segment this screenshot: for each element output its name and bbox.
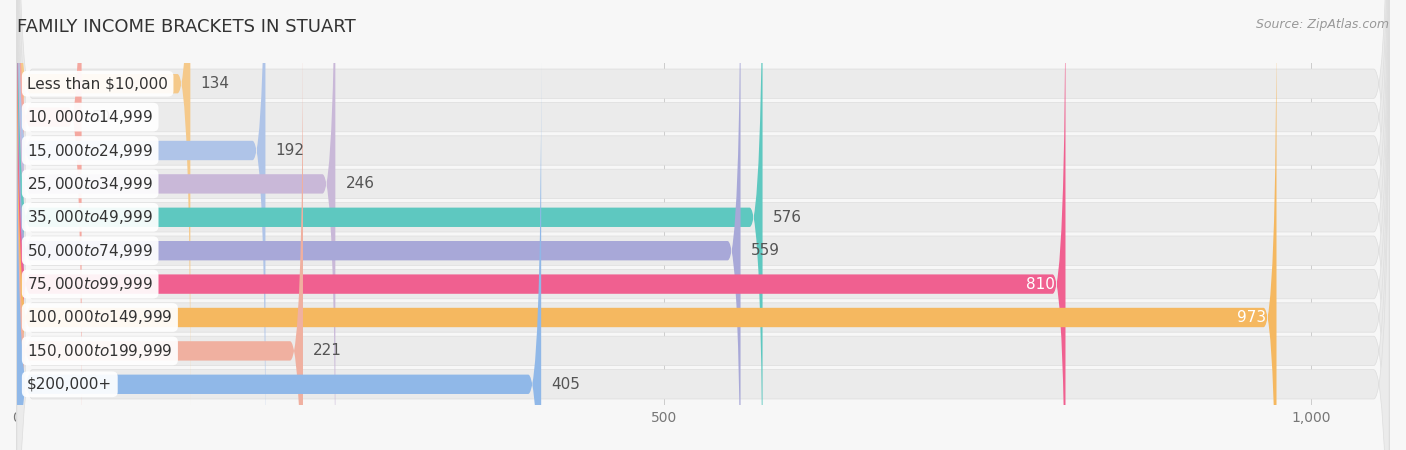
- Text: $35,000 to $49,999: $35,000 to $49,999: [27, 208, 153, 226]
- Text: 221: 221: [314, 343, 342, 358]
- Text: $200,000+: $200,000+: [27, 377, 112, 392]
- Text: Source: ZipAtlas.com: Source: ZipAtlas.com: [1256, 18, 1389, 31]
- FancyBboxPatch shape: [17, 0, 1389, 450]
- FancyBboxPatch shape: [17, 0, 1389, 450]
- FancyBboxPatch shape: [17, 0, 1389, 450]
- Text: 134: 134: [201, 76, 229, 91]
- Text: $15,000 to $24,999: $15,000 to $24,999: [27, 141, 153, 159]
- FancyBboxPatch shape: [17, 0, 82, 441]
- FancyBboxPatch shape: [17, 0, 1389, 450]
- Text: $100,000 to $149,999: $100,000 to $149,999: [27, 309, 173, 327]
- Text: 559: 559: [751, 243, 780, 258]
- Text: 246: 246: [346, 176, 374, 191]
- FancyBboxPatch shape: [17, 27, 302, 450]
- FancyBboxPatch shape: [17, 0, 1066, 450]
- Text: 405: 405: [551, 377, 581, 392]
- FancyBboxPatch shape: [17, 0, 266, 450]
- FancyBboxPatch shape: [17, 0, 336, 450]
- FancyBboxPatch shape: [17, 0, 190, 408]
- Text: $25,000 to $34,999: $25,000 to $34,999: [27, 175, 153, 193]
- Text: 50: 50: [91, 110, 111, 125]
- FancyBboxPatch shape: [17, 0, 1389, 450]
- Text: $150,000 to $199,999: $150,000 to $199,999: [27, 342, 173, 360]
- FancyBboxPatch shape: [17, 0, 1389, 450]
- FancyBboxPatch shape: [17, 0, 1389, 450]
- Text: Less than $10,000: Less than $10,000: [27, 76, 169, 91]
- Text: $10,000 to $14,999: $10,000 to $14,999: [27, 108, 153, 126]
- Text: 192: 192: [276, 143, 305, 158]
- Text: 810: 810: [1026, 277, 1054, 292]
- Text: $75,000 to $99,999: $75,000 to $99,999: [27, 275, 153, 293]
- Text: FAMILY INCOME BRACKETS IN STUART: FAMILY INCOME BRACKETS IN STUART: [17, 18, 356, 36]
- FancyBboxPatch shape: [17, 60, 541, 450]
- Text: $50,000 to $74,999: $50,000 to $74,999: [27, 242, 153, 260]
- Text: 576: 576: [773, 210, 801, 225]
- FancyBboxPatch shape: [17, 0, 741, 450]
- Text: 973: 973: [1237, 310, 1267, 325]
- FancyBboxPatch shape: [17, 0, 1389, 450]
- FancyBboxPatch shape: [17, 0, 762, 450]
- FancyBboxPatch shape: [17, 0, 1389, 450]
- FancyBboxPatch shape: [17, 0, 1389, 450]
- FancyBboxPatch shape: [17, 0, 1277, 450]
